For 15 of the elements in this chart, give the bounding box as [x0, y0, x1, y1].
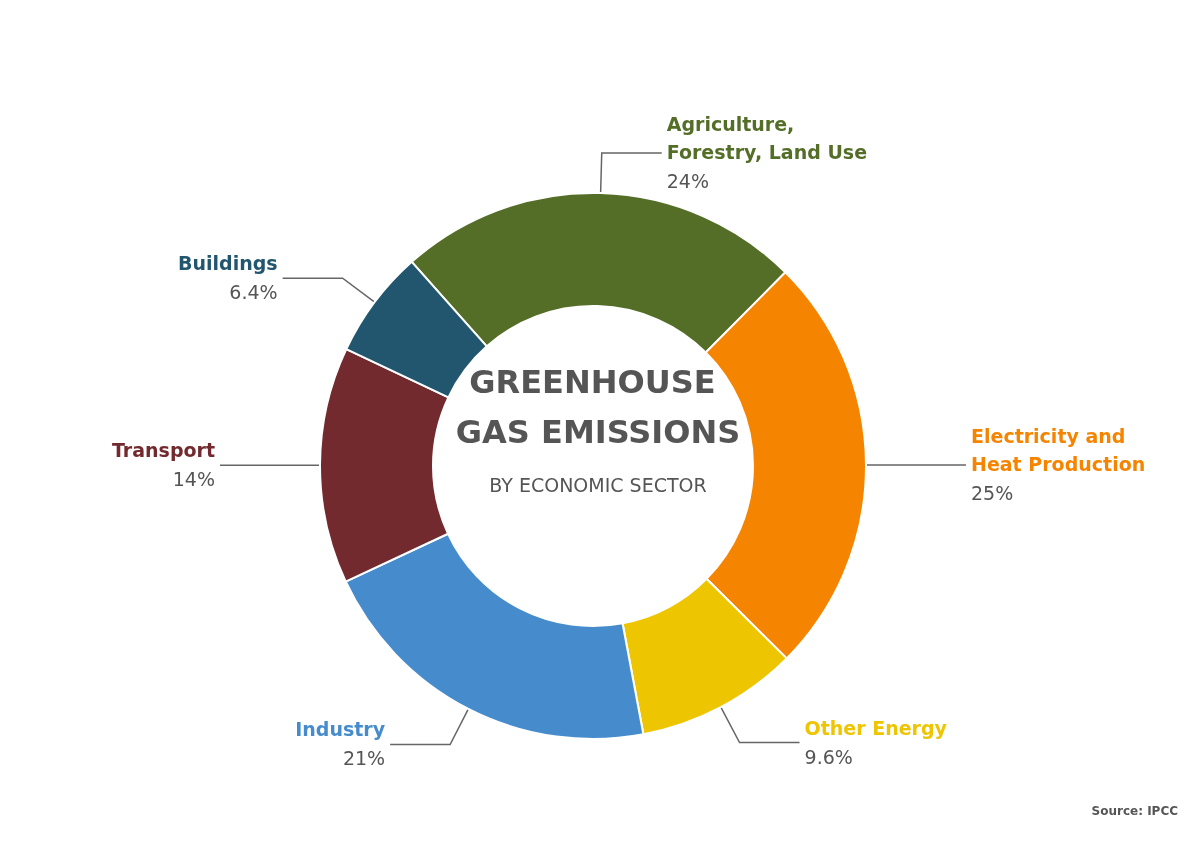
data-label: 6.4%	[229, 281, 278, 304]
slice-label: Electricity and Heat Production	[971, 424, 1146, 475]
slice-label: Industry	[295, 718, 386, 741]
slice-label: Transport	[111, 439, 215, 462]
text: BY ECONOMIC SECTOR	[489, 473, 707, 496]
slice-label: Other Energy	[804, 716, 948, 739]
slice-label: Buildings	[178, 252, 278, 275]
source-note: Source: IPCC	[1091, 804, 1179, 818]
text: GREENHOUSE GAS EMISSIONS	[455, 363, 741, 451]
data-label: 14%	[172, 468, 215, 491]
data-label: 21%	[342, 747, 386, 770]
slice-label: Agriculture, Forestry, Land Use	[666, 113, 868, 164]
data-label: 24%	[666, 170, 709, 193]
data-label: 25%	[971, 481, 1014, 504]
data-label: 9.6%	[804, 745, 853, 768]
